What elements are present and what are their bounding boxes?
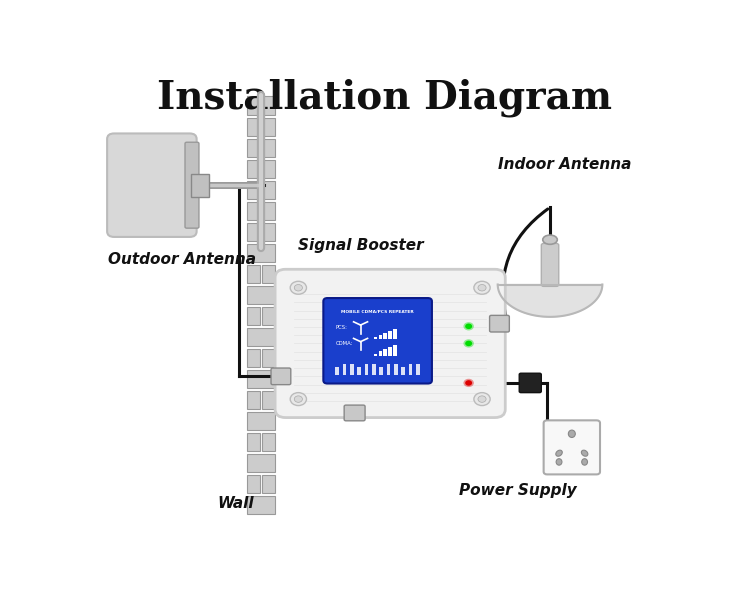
Circle shape [465,323,472,329]
Bar [374,337,377,339]
Bar [262,433,275,451]
Bar [409,364,413,375]
Circle shape [478,396,486,403]
FancyBboxPatch shape [107,133,196,237]
Bar [247,181,260,199]
Bar [247,412,275,430]
FancyBboxPatch shape [185,142,199,228]
Bar [247,202,275,220]
Polygon shape [498,284,602,317]
Bar [247,160,275,178]
Bar [247,433,260,451]
FancyBboxPatch shape [275,269,506,418]
Circle shape [465,341,472,346]
Bar [262,307,275,325]
FancyBboxPatch shape [519,373,542,392]
FancyBboxPatch shape [271,368,291,385]
Circle shape [464,322,474,331]
Text: Outdoor Antenna: Outdoor Antenna [108,251,256,266]
Bar [388,347,392,356]
Ellipse shape [582,458,587,465]
Bar [372,364,376,375]
Bar [262,97,275,115]
Circle shape [294,396,302,403]
Bar [387,364,390,375]
Bar [247,496,275,514]
FancyBboxPatch shape [544,421,600,475]
Bar [247,370,275,388]
Bar [247,97,260,115]
Circle shape [464,339,474,347]
Circle shape [474,392,490,406]
Bar [358,367,361,375]
FancyBboxPatch shape [490,316,509,332]
Bar [394,329,397,339]
Bar [350,364,354,375]
Bar [247,454,275,472]
Bar [374,353,377,356]
Text: Indoor Antenna: Indoor Antenna [498,157,631,172]
FancyBboxPatch shape [323,298,432,383]
Bar [335,367,339,375]
Bar [388,331,392,339]
Bar [383,333,387,339]
Bar [262,349,275,367]
Bar [383,349,387,356]
Bar [262,181,275,199]
Bar [394,346,397,356]
Text: MOBILE CDMA/PCS REPEATER: MOBILE CDMA/PCS REPEATER [341,310,414,314]
Bar [416,364,419,375]
Bar [247,391,260,409]
Bar [394,364,398,375]
Bar [247,286,275,304]
Bar [191,173,208,197]
Bar [380,367,383,375]
Text: Wall: Wall [217,496,254,511]
Bar [247,244,275,262]
Circle shape [290,281,307,294]
Bar [379,335,382,339]
Bar [247,475,260,493]
Ellipse shape [543,235,557,244]
Bar [343,364,346,375]
Text: Installation Diagram: Installation Diagram [157,78,612,116]
Text: PCS:: PCS: [335,325,347,330]
Circle shape [474,281,490,294]
Bar [262,139,275,157]
Bar [262,223,275,241]
Bar [262,475,275,493]
Bar [247,349,260,367]
Ellipse shape [556,458,562,465]
Circle shape [290,392,307,406]
Circle shape [464,379,474,387]
Bar [401,367,405,375]
Bar [247,118,275,136]
FancyBboxPatch shape [542,244,559,286]
Bar [247,328,275,346]
Circle shape [465,380,472,386]
Text: Signal Booster: Signal Booster [298,238,424,253]
FancyBboxPatch shape [344,405,365,421]
Circle shape [478,284,486,291]
Ellipse shape [581,450,588,456]
Bar [364,364,368,375]
Ellipse shape [556,450,562,456]
Bar [247,139,260,157]
Circle shape [294,284,302,291]
Bar [247,223,260,241]
Bar [379,352,382,356]
Bar [247,307,260,325]
Bar [262,265,275,283]
Ellipse shape [568,430,575,437]
Bar [262,391,275,409]
Bar [247,265,260,283]
Text: Power Supply: Power Supply [459,482,577,497]
Text: CDMA:: CDMA: [335,341,352,346]
